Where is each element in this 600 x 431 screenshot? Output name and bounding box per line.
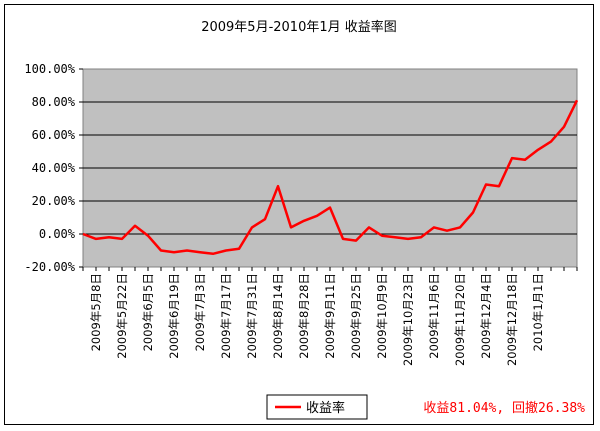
x-tick-label: 2009年6月5日	[141, 273, 155, 351]
y-tick-label: 0.00%	[39, 227, 76, 241]
x-tick-label: 2009年6月19日	[167, 273, 181, 359]
x-tick-label: 2009年8月28日	[297, 273, 311, 359]
x-tick-label: 2009年7月31日	[245, 273, 259, 359]
y-tick-label: 20.00%	[32, 194, 76, 208]
series-line-yield	[82, 99, 579, 256]
x-axis: 2009年5月8日 2009年5月22日 2009年6月5日 2009年6月19日 20…	[82, 267, 578, 366]
chart-title: 2009年5月-2010年1月 收益率图	[201, 19, 397, 35]
x-tick-label: 2009年9月25日	[349, 273, 363, 359]
x-tick-label: 2010年1月1日	[531, 273, 545, 351]
x-tick-label: 2009年11月6日	[427, 273, 441, 359]
return-drawdown-annotation: 收益81.04%, 回撤26.38%	[423, 400, 585, 416]
x-tick-label: 2009年8月14日	[271, 273, 285, 359]
y-tick-label: 100.00%	[24, 62, 75, 76]
x-tick-label: 2009年10月23日	[401, 273, 415, 366]
y-tick-label: -20.00%	[24, 260, 75, 274]
series-lines	[82, 99, 579, 256]
x-tick-label: 2009年10月9日	[375, 273, 389, 359]
x-tick-label: 2009年5月22日	[115, 273, 129, 359]
y-tick-label: 80.00%	[32, 95, 76, 109]
y-axis: 100.00% 80.00% 60.00% 40.00% 20.00% 0.00% -20.…	[24, 62, 83, 274]
x-tick-label: 2009年11月20日	[453, 273, 467, 366]
x-tick-label: 2009年7月3日	[193, 273, 207, 351]
yield-line-chart: 2009年5月-2010年1月 收益率图 100.00% 80.00% 60.00%…	[24, 19, 585, 420]
y-tick-label: 60.00%	[32, 128, 76, 142]
x-tick-label: 2009年12月18日	[505, 273, 519, 366]
y-tick-label: 40.00%	[32, 161, 76, 175]
x-tick-label: 2009年9月11日	[323, 273, 337, 359]
legend-label: 收益率	[306, 400, 345, 416]
x-tick-label: 2009年5月8日	[89, 273, 103, 351]
chart-container: 2009年5月-2010年1月 收益率图 100.00% 80.00% 60.00%…	[4, 4, 594, 425]
x-tick-label: 2009年12月4日	[479, 273, 493, 359]
x-tick-label: 2009年7月17日	[219, 273, 233, 359]
legend: 收益率	[266, 394, 368, 420]
gridlines	[83, 101, 577, 235]
